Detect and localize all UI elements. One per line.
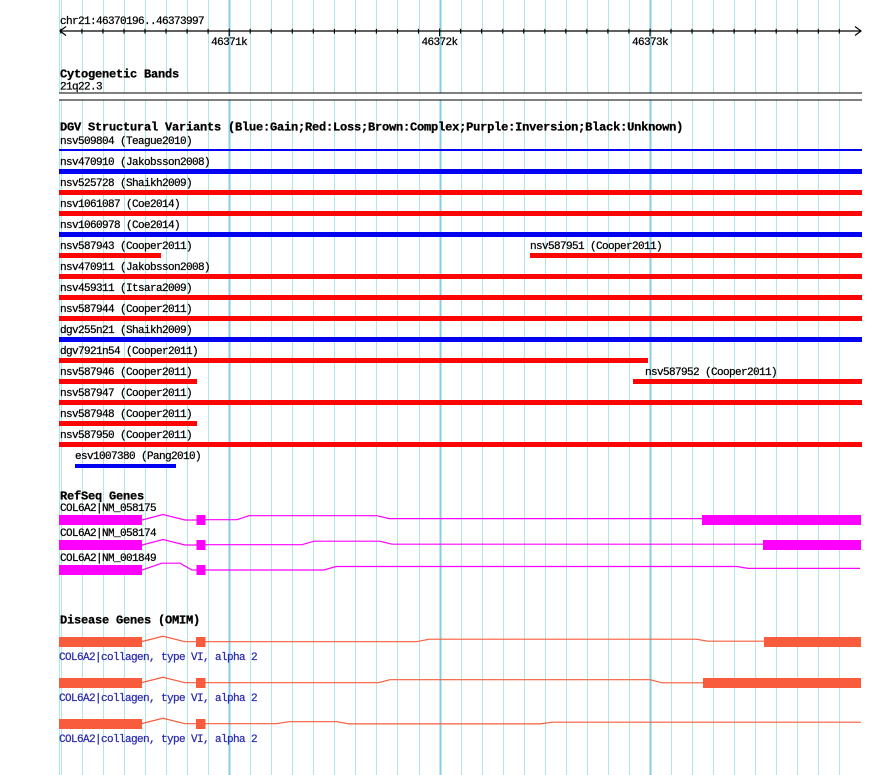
svg-text:COL6A2|collagen, type VI, alph: COL6A2|collagen, type VI, alpha 2 [59,652,257,664]
svg-text:46373k: 46373k [632,37,669,49]
svg-text:nsv459311 (Itsara2009): nsv459311 (Itsara2009) [60,283,192,295]
svg-text:COL6A2|NM_058175: COL6A2|NM_058175 [60,503,156,515]
svg-text:nsv509804 (Teague2010): nsv509804 (Teague2010) [60,136,192,148]
svg-text:dgv7921n54 (Cooper2011): dgv7921n54 (Cooper2011) [60,346,198,358]
svg-text:46371k: 46371k [211,37,248,49]
svg-text:nsv470911 (Jakobsson2008): nsv470911 (Jakobsson2008) [60,262,210,274]
svg-text:COL6A2|NM_001849: COL6A2|NM_001849 [60,553,156,565]
svg-text:nsv587950 (Cooper2011): nsv587950 (Cooper2011) [60,430,192,442]
svg-text:nsv525728 (Shaikh2009): nsv525728 (Shaikh2009) [60,178,192,190]
svg-text:esv1007380 (Pang2010): esv1007380 (Pang2010) [75,451,201,463]
svg-text:COL6A2|NM_058174: COL6A2|NM_058174 [60,528,157,540]
svg-text:nsv470910 (Jakobsson2008): nsv470910 (Jakobsson2008) [60,157,210,169]
svg-text:nsv587946 (Cooper2011): nsv587946 (Cooper2011) [60,367,192,379]
svg-text:46372k: 46372k [422,37,459,49]
svg-text:Cytogenetic Bands: Cytogenetic Bands [60,68,179,82]
svg-text:DGV Structural Variants (Blue:: DGV Structural Variants (Blue:Gain;Red:L… [60,121,683,135]
svg-text:nsv1061087 (Coe2014): nsv1061087 (Coe2014) [60,199,180,211]
svg-text:nsv1060978 (Coe2014): nsv1060978 (Coe2014) [60,220,180,232]
svg-text:nsv587952 (Cooper2011): nsv587952 (Cooper2011) [645,367,777,379]
svg-text:nsv587951 (Cooper2011): nsv587951 (Cooper2011) [530,241,662,253]
svg-text:nsv587947 (Cooper2011): nsv587947 (Cooper2011) [60,388,192,400]
svg-text:Disease Genes (OMIM): Disease Genes (OMIM) [60,614,200,628]
svg-text:COL6A2|collagen, type VI, alph: COL6A2|collagen, type VI, alpha 2 [59,693,257,705]
svg-text:nsv587948 (Cooper2011): nsv587948 (Cooper2011) [60,409,192,421]
svg-text:nsv587944 (Cooper2011): nsv587944 (Cooper2011) [60,304,192,316]
svg-text:dgv255n21 (Shaikh2009): dgv255n21 (Shaikh2009) [60,325,192,337]
svg-text:nsv587943 (Cooper2011): nsv587943 (Cooper2011) [60,241,192,253]
svg-text:RefSeq Genes: RefSeq Genes [60,490,144,504]
svg-text:21q22.3: 21q22.3 [60,81,102,93]
svg-text:COL6A2|collagen, type VI, alph: COL6A2|collagen, type VI, alpha 2 [59,734,257,746]
svg-text:chr21:46370196..46373997: chr21:46370196..46373997 [60,16,204,28]
